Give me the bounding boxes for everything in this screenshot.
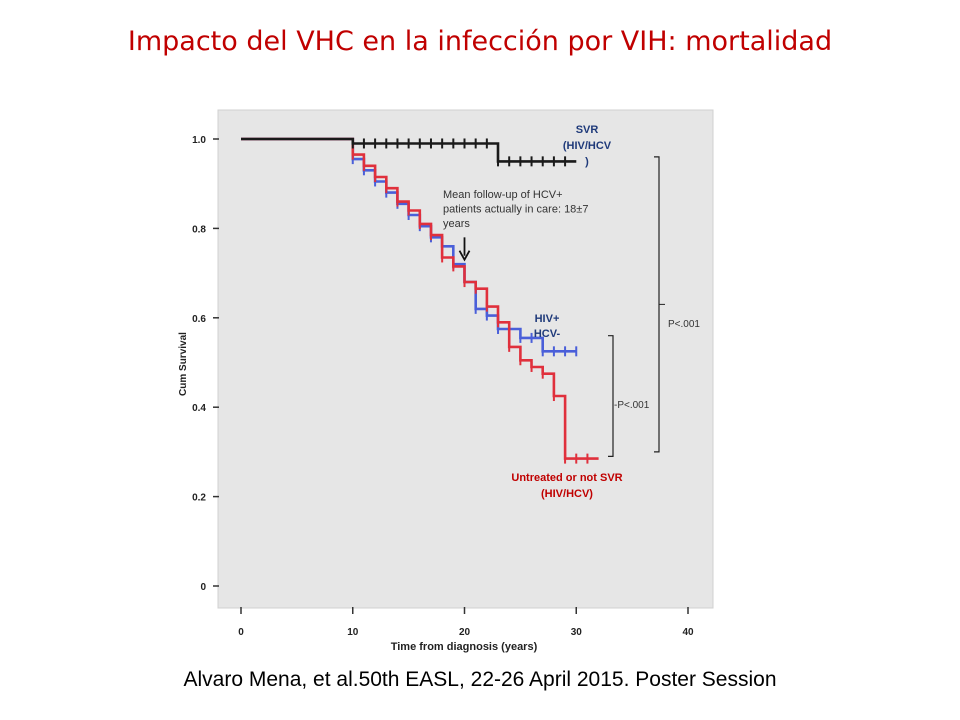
series-0-legend-label-1: HCV-: [534, 328, 561, 340]
y-tick-label-0: 0: [200, 582, 206, 593]
plot-background: [217, 109, 714, 609]
series-2-legend-label-0: SVR: [576, 124, 599, 136]
series-1-legend-label-1: (HIV/HCV): [541, 488, 593, 500]
slide-title: Impacto del VHC en la infección por VIH:…: [127, 26, 833, 57]
y-tick-label-1: 0.2: [192, 493, 206, 504]
x-tick-label-3: 30: [571, 627, 583, 638]
series-2-legend-label-2: ): [585, 156, 589, 168]
series-1-line: [241, 137, 599, 460]
x-tick-label-0: 0: [238, 627, 244, 638]
series-2-legend-label-1: (HIV/HCV: [563, 140, 612, 152]
x-tick-label-2: 20: [459, 627, 471, 638]
followup-note-2: years: [443, 218, 470, 230]
x-tick-label-1: 10: [347, 627, 359, 638]
series-0-legend-label-0: HIV+: [535, 313, 560, 325]
pvalue-label-1: -P<.001: [614, 400, 650, 411]
followup-note-0: Mean follow-up of HCV+: [443, 189, 563, 201]
y-tick-label-2: 0.4: [192, 403, 206, 414]
series-1: [241, 137, 599, 464]
pvalue-label-0: P<.001: [668, 319, 700, 330]
pvalue-bracket-1: [608, 335, 614, 457]
y-axis-label: Cum Survival: [178, 332, 189, 396]
x-tick-label-4: 40: [682, 627, 694, 638]
y-tick-label-3: 0.6: [192, 314, 206, 325]
series-2: [241, 137, 577, 167]
series-1-legend-label-0: Untreated or not SVR: [511, 472, 622, 484]
followup-note-1: patients actually in care: 18±7: [443, 204, 588, 216]
series-2-line: [241, 137, 577, 163]
x-axis-label: Time from diagnosis (years): [391, 641, 538, 653]
series-layer: HIV+ HCV- Untreated or not SVR (HIV/HCV) SVR…: [241, 124, 623, 500]
y-tick-label-5: 1.0: [192, 135, 206, 146]
series-labels: HIV+ HCV- Untreated or not SVR (HIV/HCV) SVR…: [511, 124, 622, 500]
followup-arrow-head: [458, 250, 471, 262]
annotation-layer: Mean follow-up of HCV+ patients actually …: [443, 156, 700, 457]
y-axis: 0 0.2 0.4 0.6 0.8 1.0: [192, 135, 219, 593]
y-tick-label-4: 0.8: [192, 224, 206, 235]
x-axis: 0 10 20 30 40: [238, 607, 694, 638]
citation: Alvaro Mena, et al.50th EASL, 22-26 Apri…: [183, 668, 777, 691]
